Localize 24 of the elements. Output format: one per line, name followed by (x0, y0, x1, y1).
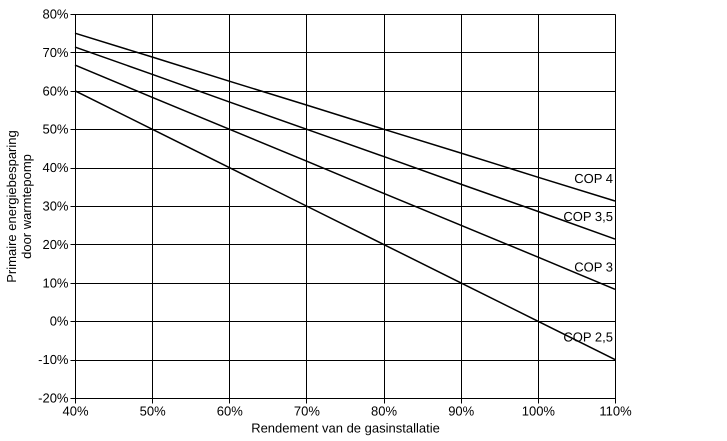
series-label: COP 4 (574, 171, 613, 186)
y-tick-label: 40% (42, 160, 69, 176)
x-tick-label: 100% (522, 404, 556, 418)
y-tick-label: 50% (42, 122, 69, 137)
x-tick-label: 40% (62, 404, 89, 418)
y-tick-label: -20% (38, 390, 69, 406)
x-tick-label: 110% (599, 404, 632, 418)
series-label: COP 3,5 (563, 209, 613, 224)
y-axis-title: Primaire energiebesparing door warmtepomp (4, 130, 34, 283)
x-tick-label: 80% (371, 404, 398, 418)
y-tick-label: 0% (50, 314, 69, 329)
x-tick-label: 90% (448, 404, 475, 418)
x-axis-title: Rendement van de gasinstallatie (251, 420, 440, 436)
x-tick-label: 60% (216, 404, 244, 418)
y-tick-label: 10% (42, 275, 69, 290)
y-tick-label: 80% (42, 6, 69, 22)
series-label: COP 3 (574, 259, 613, 274)
y-tick-label: -10% (38, 352, 69, 368)
y-tick-label: 20% (42, 236, 69, 252)
x-tick-label: 70% (294, 404, 320, 418)
x-tick-label: 50% (140, 404, 166, 418)
y-tick-label: 30% (42, 198, 69, 214)
y-tick-label: 60% (42, 83, 69, 98)
y-tick-label: 70% (42, 44, 69, 60)
